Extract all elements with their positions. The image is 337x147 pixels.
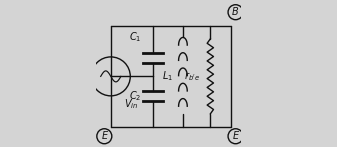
Text: E: E bbox=[101, 131, 108, 141]
Text: $C_1$: $C_1$ bbox=[129, 30, 141, 44]
Text: $V_{in}$: $V_{in}$ bbox=[124, 97, 138, 111]
Text: $L_1$: $L_1$ bbox=[162, 69, 173, 83]
Text: $r_{b'e}$: $r_{b'e}$ bbox=[184, 70, 200, 83]
Text: E: E bbox=[233, 131, 239, 141]
Text: B: B bbox=[232, 7, 239, 17]
Text: $C_2$: $C_2$ bbox=[129, 89, 141, 103]
